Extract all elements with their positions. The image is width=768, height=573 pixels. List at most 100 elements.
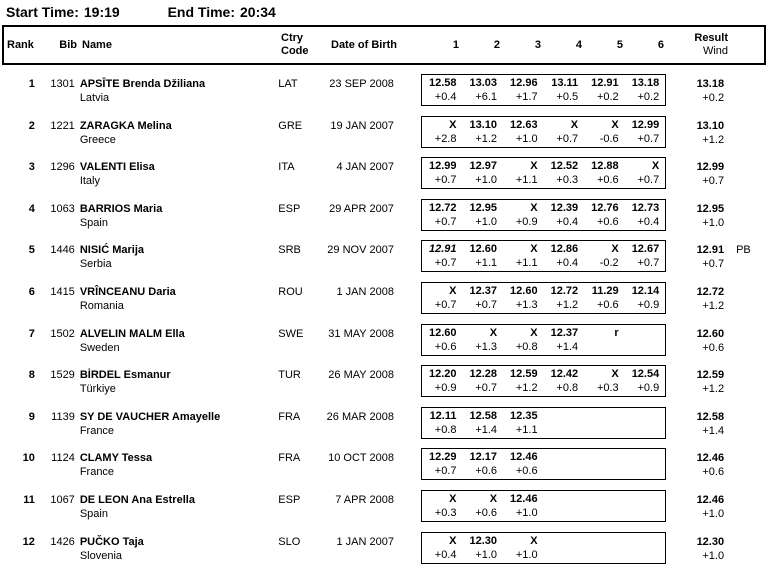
attempt-wind: +0.7 — [434, 257, 457, 270]
attempt-mark: 12.37 — [469, 284, 498, 297]
attempt-mark — [584, 450, 619, 464]
attempt-wind: +1.0 — [475, 548, 498, 561]
attempt-cell-6: 12.67 +0.7 — [625, 242, 666, 270]
result-row: 1 1301 APSĪTE Brenda Džiliana Latvia LAT… — [5, 74, 768, 116]
attempt-wind: +0.7 — [637, 257, 660, 270]
result-cell: 12.46 +1.0 — [666, 490, 725, 521]
attempt-wind: +1.0 — [515, 506, 538, 519]
bib-value: 1415 — [50, 285, 75, 298]
attempt-mark — [625, 326, 660, 340]
attempt-cell-3: X +1.0 — [503, 534, 544, 562]
remark-badge — [724, 532, 768, 535]
attempts-box: 12.20 +0.9 12.28 +0.7 12.59 +1.2 12.42 +… — [420, 365, 667, 398]
rank-value: 9 — [28, 410, 35, 423]
attempt-cell-3: 12.35 +1.1 — [503, 409, 544, 437]
remark-badge — [724, 407, 768, 410]
attempt-mark: 12.60 — [510, 284, 538, 297]
result-mark: 12.46 — [696, 452, 725, 465]
attempt-cell-3: 12.60 +1.3 — [503, 284, 544, 312]
athlete-cell: ALVELIN MALM Ella Sweden — [75, 324, 274, 355]
rank-value: 10 — [22, 452, 35, 465]
date-of-birth: 1 JAN 2007 — [336, 535, 394, 548]
result-row: 7 1502 ALVELIN MALM Ella Sweden SWE 31 M… — [5, 323, 768, 366]
rank-value: 3 — [28, 161, 35, 174]
result-wind: +1.4 — [702, 424, 725, 437]
session-times: Start Time: 19:19 End Time: 20:34 — [5, 4, 768, 22]
attempt-mark: 12.67 — [631, 243, 660, 256]
athlete-cell: PUČKO Taja Slovenia — [75, 532, 274, 563]
result-row: 9 1139 SY DE VAUCHER Amayelle France FRA… — [5, 406, 768, 449]
remark-badge — [724, 116, 768, 119]
attempt-mark: 12.99 — [631, 118, 660, 131]
rank-value: 11 — [23, 493, 35, 506]
table-header: Rank Bib Name Ctry Code Date of Birth 1 … — [2, 25, 766, 65]
remark-badge — [724, 365, 768, 368]
attempt-mark: 12.58 — [469, 409, 498, 422]
attempt-wind: +6.1 — [475, 91, 498, 103]
attempt-cell-5: 11.29 +0.6 — [584, 284, 625, 312]
attempt-mark: 12.11 — [429, 409, 457, 422]
attempt-mark: X — [449, 492, 457, 505]
attempts-box: 12.11 +0.8 12.58 +1.4 12.35 +1.1 — [420, 406, 667, 439]
athlete-name: VALENTI Elisa — [79, 161, 155, 174]
attempt-wind — [625, 548, 660, 562]
attempt-cell-2: 13.10 +1.2 — [462, 118, 503, 146]
attempt-wind: +0.9 — [637, 382, 660, 395]
result-wind: +1.2 — [702, 133, 725, 146]
attempt-wind: +1.3 — [515, 298, 538, 311]
col-header-rank: Rank — [7, 39, 34, 51]
date-of-birth: 7 APR 2008 — [335, 493, 394, 506]
attempts-box: X +0.3 X +0.6 12.46 +1.0 — [420, 489, 667, 522]
attempt-cell-5: 12.76 +0.6 — [584, 201, 625, 229]
col-header-bib: Bib — [59, 39, 77, 51]
attempt-mark: 12.30 — [469, 534, 498, 547]
attempt-mark: X — [530, 160, 538, 173]
attempt-cell-4: X +0.7 — [544, 118, 585, 146]
attempt-cell-2: 12.37 +0.7 — [462, 284, 503, 312]
attempt-cell-5 — [584, 492, 625, 520]
date-of-birth: 4 JAN 2007 — [336, 161, 394, 174]
attempt-wind: +0.7 — [475, 298, 498, 311]
athlete-name: DE LEON Ana Estrella — [79, 493, 195, 506]
attempt-cell-4: 12.42 +0.8 — [544, 367, 585, 395]
athlete-name: BİRDEL Esmanur — [79, 369, 171, 382]
result-cell: 12.58 +1.4 — [666, 407, 725, 438]
result-mark: 12.60 — [696, 327, 725, 340]
attempt-cell-5: X -0.2 — [584, 242, 625, 270]
attempt-mark: 12.14 — [631, 284, 660, 297]
attempt-mark: X — [651, 160, 660, 173]
attempt-mark: 12.72 — [550, 284, 579, 297]
country-code: ESP — [278, 493, 301, 506]
result-row: 11 1067 DE LEON Ana Estrella Spain ESP 7… — [5, 489, 768, 532]
attempt-mark: X — [530, 326, 538, 339]
attempt-wind: +0.7 — [637, 132, 660, 145]
attempt-mark: X — [530, 201, 538, 214]
attempt-cell-2: X +0.6 — [462, 492, 503, 520]
attempt-mark: 13.11 — [551, 77, 579, 89]
attempt-wind: +1.3 — [475, 340, 498, 353]
attempt-cell-4 — [544, 492, 585, 520]
attempt-cell-6 — [625, 326, 666, 354]
rank-value: 4 — [28, 202, 35, 215]
attempt-cell-5: r — [584, 326, 625, 354]
attempt-mark: 12.99 — [428, 160, 457, 173]
attempt-cell-5 — [584, 409, 625, 437]
attempt-wind: +1.1 — [515, 174, 538, 187]
athlete-cell: ZARAGKA Melina Greece — [75, 116, 274, 147]
col-header-result: Result — [694, 32, 728, 44]
attempt-mark: 12.46 — [510, 492, 538, 505]
attempt-mark: 12.42 — [550, 368, 579, 381]
attempt-mark: 12.91 — [591, 77, 619, 89]
attempt-mark — [584, 534, 619, 548]
attempt-mark: 12.28 — [469, 368, 498, 381]
athlete-country: Türkiye — [79, 383, 116, 396]
result-cell: 12.91 +0.7 — [666, 240, 725, 271]
athlete-country: Italy — [79, 175, 100, 188]
attempt-cell-6: 13.18 +0.2 — [625, 76, 666, 104]
attempt-mark: 12.58 — [428, 77, 457, 89]
remark-badge — [724, 74, 768, 77]
col-header-country-code: Ctry Code — [277, 32, 323, 58]
col-header-attempt-5: 5 — [616, 39, 623, 51]
attempt-cell-3: X +1.1 — [503, 159, 544, 187]
attempt-wind: +0.7 — [556, 132, 579, 145]
